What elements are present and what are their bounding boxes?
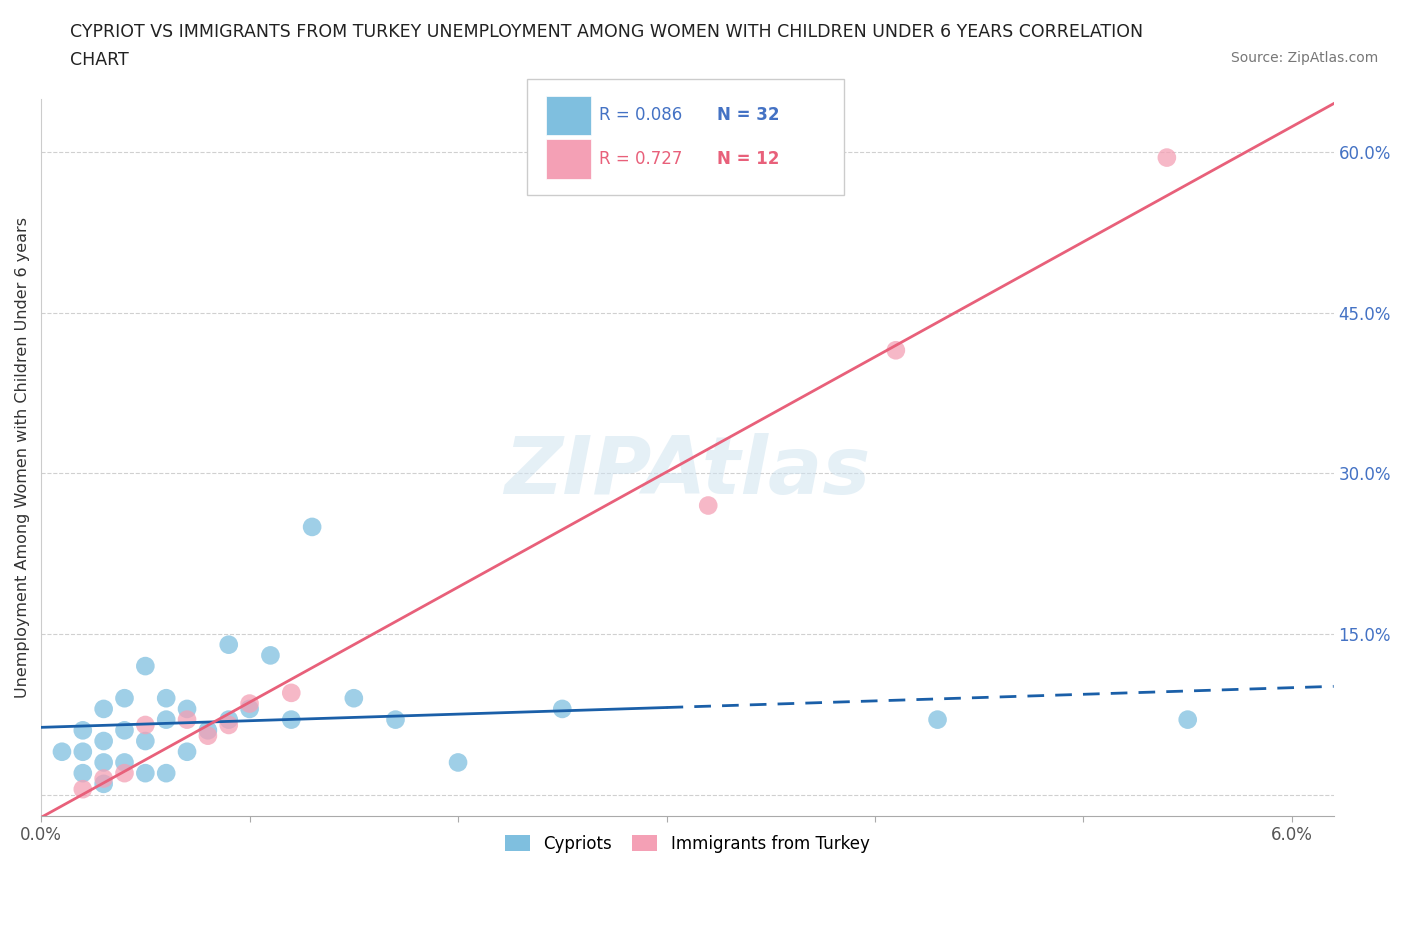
Point	[197, 723, 219, 737]
Point	[280, 712, 302, 727]
Point	[239, 701, 262, 716]
Point	[280, 685, 302, 700]
Point	[176, 712, 198, 727]
Point	[155, 765, 177, 780]
Text: N = 12: N = 12	[717, 150, 779, 168]
Point	[114, 765, 136, 780]
Text: R = 0.727: R = 0.727	[599, 150, 682, 168]
Point	[218, 718, 240, 733]
Text: N = 32: N = 32	[717, 106, 779, 125]
Point	[1156, 150, 1178, 165]
Legend: Cypriots, Immigrants from Turkey: Cypriots, Immigrants from Turkey	[499, 828, 876, 859]
Point	[93, 755, 115, 770]
Point	[134, 734, 156, 749]
Point	[884, 343, 907, 358]
Point	[218, 712, 240, 727]
Point	[72, 765, 94, 780]
Point	[114, 755, 136, 770]
Text: CYPRIOT VS IMMIGRANTS FROM TURKEY UNEMPLOYMENT AMONG WOMEN WITH CHILDREN UNDER 6: CYPRIOT VS IMMIGRANTS FROM TURKEY UNEMPL…	[70, 23, 1143, 41]
Point	[51, 744, 73, 759]
Point	[93, 734, 115, 749]
Point	[239, 697, 262, 711]
Point	[72, 744, 94, 759]
Point	[72, 782, 94, 797]
Point	[447, 755, 470, 770]
Point	[134, 718, 156, 733]
Y-axis label: Unemployment Among Women with Children Under 6 years: Unemployment Among Women with Children U…	[15, 217, 30, 698]
Text: R = 0.086: R = 0.086	[599, 106, 682, 125]
Point	[72, 723, 94, 737]
Point	[114, 691, 136, 706]
Point	[176, 701, 198, 716]
Point	[697, 498, 720, 513]
Point	[343, 691, 366, 706]
Point	[155, 691, 177, 706]
Text: Source: ZipAtlas.com: Source: ZipAtlas.com	[1230, 51, 1378, 65]
Point	[927, 712, 949, 727]
Point	[384, 712, 406, 727]
Point	[1177, 712, 1199, 727]
Point	[218, 637, 240, 652]
Point	[551, 701, 574, 716]
Point	[301, 520, 323, 535]
Point	[93, 771, 115, 786]
Point	[155, 712, 177, 727]
Point	[93, 777, 115, 791]
Text: ZIPAtlas: ZIPAtlas	[505, 432, 870, 511]
Point	[176, 744, 198, 759]
Point	[259, 648, 281, 663]
Text: CHART: CHART	[70, 51, 129, 69]
Point	[114, 723, 136, 737]
Point	[93, 701, 115, 716]
Point	[134, 658, 156, 673]
Point	[134, 765, 156, 780]
Point	[197, 728, 219, 743]
